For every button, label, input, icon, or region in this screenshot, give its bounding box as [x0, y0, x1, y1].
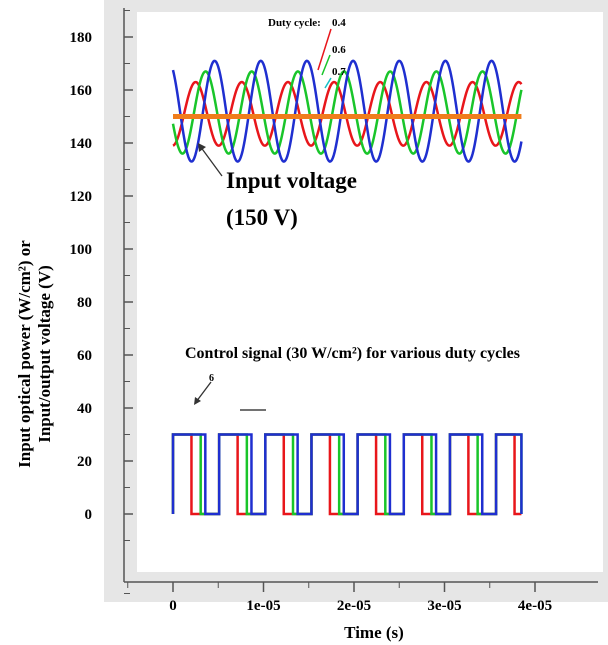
control-signal-label: Control signal (30 W/cm²) for various du… [185, 345, 520, 362]
y-axis-title-line1: Input optical power (W/cm²) or [15, 240, 34, 468]
y-tick-label-180: 180 [70, 30, 93, 46]
input-voltage-label: Input voltage [226, 168, 357, 193]
y-axis-title-line2: Input/output voltage (V) [35, 265, 54, 443]
control-signal-0.7 [171, 433, 523, 516]
x-tick-label-3: 3e-05 [427, 598, 461, 614]
x-tick-label-0: 0 [169, 598, 177, 614]
input-voltage-arrow [199, 145, 223, 177]
output-voltage-0.7 [171, 59, 523, 163]
y-tick-label-20: 20 [77, 454, 92, 470]
y-tick-label-80: 80 [77, 295, 92, 311]
y-tick-label-0: 0 [85, 507, 93, 523]
control-arrowhead [194, 397, 201, 405]
series-layer [171, 59, 523, 516]
input-voltage-arrowhead [198, 143, 206, 152]
y-ticks: 0 20 40 60 80 100 120 140 160 180 [70, 10, 133, 594]
x-axis-title: Time (s) [344, 623, 404, 642]
duty-0-4-label: 0.4 [332, 17, 346, 29]
input-voltage-value: (150 V) [226, 205, 298, 230]
y-tick-label-140: 140 [70, 136, 93, 152]
x-tick-label-2: 2e-05 [337, 598, 371, 614]
duty-arrow-red [317, 28, 332, 71]
duty-arrow-cyan [324, 77, 332, 89]
duty-cycle-label: Duty cycle: [268, 17, 321, 29]
y-tick-label-40: 40 [77, 401, 92, 417]
output-voltage-0.4 [172, 80, 523, 147]
plot-area [137, 12, 603, 572]
y-tick-label-100: 100 [70, 242, 93, 258]
x-ticks: 0 1e-05 2e-05 3e-05 4e-05 [127, 582, 552, 614]
y-tick-label-120: 120 [70, 189, 93, 205]
x-tick-label-1: 1e-05 [246, 598, 280, 614]
duty-0-7-label: 0.7 [332, 66, 346, 78]
duty-0-6-label: 0.6 [332, 44, 346, 56]
control-arrow [195, 381, 212, 403]
x-tick-label-4: 4e-05 [518, 598, 552, 614]
y-tick-label-160: 160 [70, 83, 93, 99]
y-tick-label-60: 60 [77, 348, 92, 364]
duty-arrow-green [321, 54, 331, 76]
control-marker-label: 6 [209, 373, 214, 384]
